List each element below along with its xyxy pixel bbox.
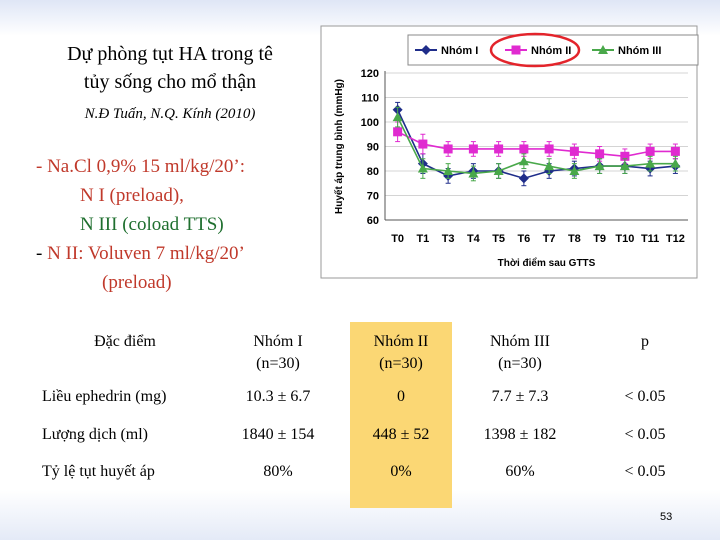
row3-label: Tỷ lệ tụt huyết áp xyxy=(42,463,155,480)
series-line-3 xyxy=(396,116,676,175)
legend-highlight-ellipse xyxy=(489,32,581,68)
note-line-4-text: N II: Voluven 7 ml/kg/20’ xyxy=(47,243,245,264)
slide-title: Dự phòng tụt HA trong tê tủy sống cho mổ… xyxy=(30,40,310,96)
row1-p: < 0.05 xyxy=(624,388,666,405)
data-point xyxy=(393,127,403,137)
data-point xyxy=(518,173,529,184)
data-point xyxy=(468,168,479,178)
data-point xyxy=(645,158,656,168)
data-point xyxy=(443,144,453,154)
legend-marker-1 xyxy=(421,45,431,55)
header-group2: Nhóm II (n=30) xyxy=(350,331,452,375)
legend-label-3: Nhóm III xyxy=(618,45,661,57)
header-group1: Nhóm I (n=30) xyxy=(223,331,333,375)
data-point xyxy=(619,161,630,171)
row1-label: Liều ephedrin (mg) xyxy=(42,388,167,405)
note-line-4: - N II: Voluven 7 ml/kg/20’ xyxy=(36,239,326,268)
x-axis-label: Thời điểm sau GTTS xyxy=(498,257,596,269)
data-point xyxy=(494,144,504,154)
data-point xyxy=(595,149,605,159)
row1-group3: 7.7 ± 7.3 xyxy=(491,388,549,405)
legend-marker-2 xyxy=(511,45,521,55)
data-point xyxy=(443,166,454,175)
highlight-nhom2-column xyxy=(350,322,452,508)
y-tick-label: 110 xyxy=(361,93,379,105)
data-point xyxy=(493,166,504,175)
data-point xyxy=(518,156,529,166)
x-tick-label: T3 xyxy=(442,233,455,245)
y-tick-label: 70 xyxy=(367,191,379,203)
data-point xyxy=(519,144,529,154)
data-point xyxy=(418,139,428,149)
slide-number: 53 xyxy=(660,511,673,523)
y-tick-label: 60 xyxy=(367,215,379,227)
note-line-4-dash: - xyxy=(36,243,48,264)
data-point xyxy=(670,146,680,156)
header-group1-n: (n=30) xyxy=(256,355,300,372)
legend-label-2: Nhóm II xyxy=(531,45,571,57)
row3-group2: 0% xyxy=(390,463,412,480)
header-group3-name: Nhóm III xyxy=(490,333,550,350)
y-tick-label: 120 xyxy=(361,68,379,80)
data-point xyxy=(594,161,605,171)
slide-title-line1: Dự phòng tụt HA trong tê xyxy=(67,43,273,65)
row1-group1: 10.3 ± 6.7 xyxy=(245,388,311,405)
row2-label: Lượng dịch (ml) xyxy=(42,426,148,443)
row2-group2: 448 ± 52 xyxy=(372,426,430,443)
note-line-1: - Na.Cl 0,9% 15 ml/kg/20’: xyxy=(36,156,245,177)
citation: N.Đ Tuấn, N.Q. Kính (2010) xyxy=(84,106,256,122)
header-group2-n: (n=30) xyxy=(379,355,423,372)
data-point xyxy=(620,151,630,161)
y-tick-label: 100 xyxy=(361,117,379,129)
header-group2-name: Nhóm II xyxy=(373,333,429,350)
row3-p: < 0.05 xyxy=(624,463,666,480)
y-tick-label: 80 xyxy=(367,166,379,178)
x-tick-label: T4 xyxy=(467,233,481,245)
x-tick-label: T1 xyxy=(416,233,429,245)
data-point xyxy=(417,163,428,173)
protocol-notes: - Na.Cl 0,9% 15 ml/kg/20’: N I (preload)… xyxy=(36,152,326,297)
row1-group2: 0 xyxy=(397,388,405,405)
x-tick-label: T7 xyxy=(543,233,556,245)
data-point xyxy=(569,146,579,156)
x-tick-label: T0 xyxy=(391,233,404,245)
slide-title-line2: tủy sống cho mổ thận xyxy=(83,71,257,93)
note-line-5: (preload) xyxy=(102,272,172,293)
header-group3-n: (n=30) xyxy=(498,355,542,372)
row2-p: < 0.05 xyxy=(624,426,666,443)
legend-marker-3 xyxy=(598,45,608,54)
y-tick-label: 90 xyxy=(367,142,379,154)
note-line-2: N I (preload), xyxy=(80,185,184,206)
data-point xyxy=(645,146,655,156)
header-group3: Nhóm III (n=30) xyxy=(460,331,580,375)
row2-group3: 1398 ± 182 xyxy=(483,426,557,443)
chart-frame xyxy=(320,25,698,279)
x-tick-label: T8 xyxy=(568,233,581,245)
blood-pressure-chart: 60 70 80 90 100 110 120 T0 T1 T3 T4 T5 T6 T7 T8 T9 T10 T1… xyxy=(320,25,699,279)
x-tick-label: T9 xyxy=(593,233,606,245)
x-tick-label: T11 xyxy=(641,233,659,245)
y-axis-label: Huyết áp trung bình (mmHg) xyxy=(333,79,345,214)
legend-label-1: Nhóm I xyxy=(441,45,478,57)
x-tick-label: T5 xyxy=(492,233,505,245)
header-group1-name: Nhóm I xyxy=(253,333,303,350)
x-tick-label: T10 xyxy=(615,233,634,245)
data-point xyxy=(544,144,554,154)
legend-box xyxy=(407,34,699,66)
note-line-3: N III (coload TTS) xyxy=(80,214,224,235)
data-point xyxy=(468,144,478,154)
x-tick-label: T6 xyxy=(517,233,530,245)
header-characteristic: Đặc điểm xyxy=(94,333,156,350)
data-point xyxy=(544,161,555,171)
data-point xyxy=(569,166,580,175)
data-point xyxy=(392,112,403,122)
data-point xyxy=(670,158,681,168)
x-tick-label: T12 xyxy=(666,233,685,245)
row3-group3: 60% xyxy=(505,463,535,480)
header-p: p xyxy=(641,333,649,350)
row3-group1: 80% xyxy=(263,463,293,480)
row2-group1: 1840 ± 154 xyxy=(241,426,315,443)
